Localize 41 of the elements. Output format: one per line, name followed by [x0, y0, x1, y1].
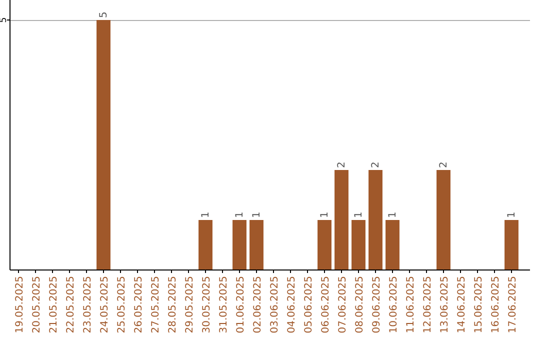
x-tick-label: 06.06.2025 — [320, 276, 332, 334]
x-tick-label: 16.06.2025 — [490, 276, 502, 334]
data-label: 2 — [336, 162, 348, 168]
x-tick-label: 03.06.2025 — [270, 276, 280, 334]
x-tick-label: 17.06.2025 — [508, 276, 518, 334]
data-label: 1 — [252, 212, 262, 218]
x-tick-label: 05.06.2025 — [304, 276, 314, 334]
x-tick-label: 29.05.2025 — [184, 276, 196, 334]
x-tick-label: 19.05.2025 — [14, 276, 26, 334]
x-tick-label: 26.05.2025 — [134, 276, 144, 334]
data-label: 1 — [506, 212, 518, 218]
x-tick-label: 11.06.2025 — [406, 276, 416, 334]
x-tick-label: 31.05.2025 — [218, 276, 230, 334]
x-tick-label: 28.05.2025 — [168, 276, 178, 334]
x-tick-label: 02.06.2025 — [252, 276, 264, 334]
x-tick-label: 13.06.2025 — [440, 276, 450, 334]
x-tick-label: 09.06.2025 — [372, 276, 382, 334]
x-tick-label: 01.06.2025 — [236, 276, 246, 334]
x-tick-label: 08.06.2025 — [354, 276, 366, 334]
data-label: 1 — [200, 212, 212, 218]
x-tick-label: 25.05.2025 — [116, 276, 128, 334]
x-tick-label: 07.06.2025 — [338, 276, 348, 334]
data-label: 5 — [98, 12, 110, 18]
data-label: 1 — [320, 212, 330, 218]
x-tick-label: 23.05.2025 — [82, 276, 94, 334]
x-tick-label: 30.05.2025 — [202, 276, 212, 334]
x-tick-label: 22.05.2025 — [66, 276, 76, 334]
x-tick-label: 14.06.2025 — [456, 276, 468, 334]
data-label: 1 — [234, 212, 246, 218]
x-tick-label: 10.06.2025 — [388, 276, 400, 334]
x-tick-label: 04.06.2025 — [286, 276, 298, 334]
x-tick-label: 24.05.2025 — [100, 276, 110, 334]
x-tick-label: 20.05.2025 — [32, 276, 42, 334]
x-tick-label: 27.05.2025 — [150, 276, 162, 334]
data-label: 1 — [388, 212, 398, 218]
data-label: 2 — [438, 162, 450, 168]
data-label: 1 — [354, 212, 364, 218]
x-tick-label: 12.06.2025 — [422, 276, 434, 334]
x-tick-label: 15.06.2025 — [474, 276, 484, 334]
data-label: 2 — [370, 162, 382, 168]
x-tick-label: 21.05.2025 — [48, 276, 60, 334]
